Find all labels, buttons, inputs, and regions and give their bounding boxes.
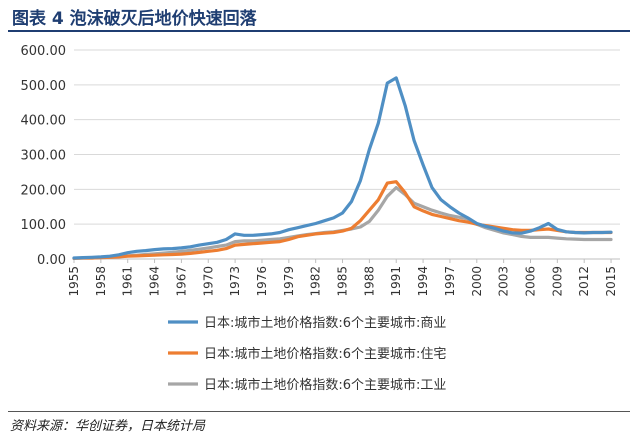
x-tick-label: 2012 xyxy=(577,266,591,297)
x-tick-label: 2006 xyxy=(523,266,537,297)
chart-legend: 日本:城市土地价格指数:6个主要城市:商业日本:城市土地价格指数:6个主要城市:… xyxy=(168,315,446,393)
x-tick-label: 1958 xyxy=(94,266,108,297)
x-tick-label: 1964 xyxy=(148,266,162,297)
footer-rule xyxy=(8,411,630,412)
series-lines xyxy=(72,76,613,260)
x-tick-label: 2009 xyxy=(550,266,564,297)
y-tick-label: 600.00 xyxy=(21,44,67,59)
figure-title: 图表 4 泡沫破灭后地价快速回落 xyxy=(12,9,257,29)
y-tick-label: 0.00 xyxy=(37,253,66,268)
series-line-2 xyxy=(72,186,613,260)
x-tick-label: 1994 xyxy=(416,266,430,297)
x-axis-ticks: 1955 1958 1961 1964 1967 1970 1973 1976 1979 1982… xyxy=(67,259,618,297)
series-line-0 xyxy=(72,76,613,260)
x-tick-label: 1988 xyxy=(362,266,376,297)
legend-entry-2: 日本:城市土地价格指数:6个主要城市:工业 xyxy=(204,377,446,393)
x-tick-label: 1982 xyxy=(309,266,323,297)
series-line-1 xyxy=(72,180,613,260)
x-tick-label: 1991 xyxy=(389,266,403,297)
x-tick-label: 1976 xyxy=(255,266,269,297)
x-tick-label: 1985 xyxy=(336,266,350,297)
legend-entry-1: 日本:城市土地价格指数:6个主要城市:住宅 xyxy=(204,346,446,362)
x-tick-label: 1961 xyxy=(121,266,135,297)
y-tick-label: 500.00 xyxy=(21,79,67,94)
y-tick-label: 400.00 xyxy=(21,114,67,129)
x-tick-label: 1979 xyxy=(282,266,296,297)
header-rule xyxy=(8,30,630,32)
x-tick-label: 1970 xyxy=(201,266,215,297)
x-tick-label: 2000 xyxy=(470,266,484,297)
x-tick-label: 1967 xyxy=(174,266,188,297)
x-tick-label: 2003 xyxy=(497,266,511,297)
x-tick-label: 1997 xyxy=(443,266,457,297)
y-tick-label: 100.00 xyxy=(21,218,67,233)
land-price-chart: 0.00 100.00 200.00 300.00 400.00 500.00 600.00… xyxy=(21,44,620,393)
y-gridlines xyxy=(74,49,620,260)
source-note: 资料来源：华创证券，日本统计局 xyxy=(10,419,206,434)
figure-header: 图表 4 泡沫破灭后地价快速回落 xyxy=(0,0,640,32)
y-axis-ticks: 0.00 100.00 200.00 300.00 400.00 500.00 600.00 xyxy=(21,44,67,268)
x-tick-label: 1955 xyxy=(67,266,81,297)
y-tick-label: 200.00 xyxy=(21,183,67,198)
x-tick-label: 1973 xyxy=(228,266,242,297)
y-tick-label: 300.00 xyxy=(21,149,67,164)
legend-entry-0: 日本:城市土地价格指数:6个主要城市:商业 xyxy=(204,315,446,331)
x-tick-label: 2015 xyxy=(604,266,618,297)
